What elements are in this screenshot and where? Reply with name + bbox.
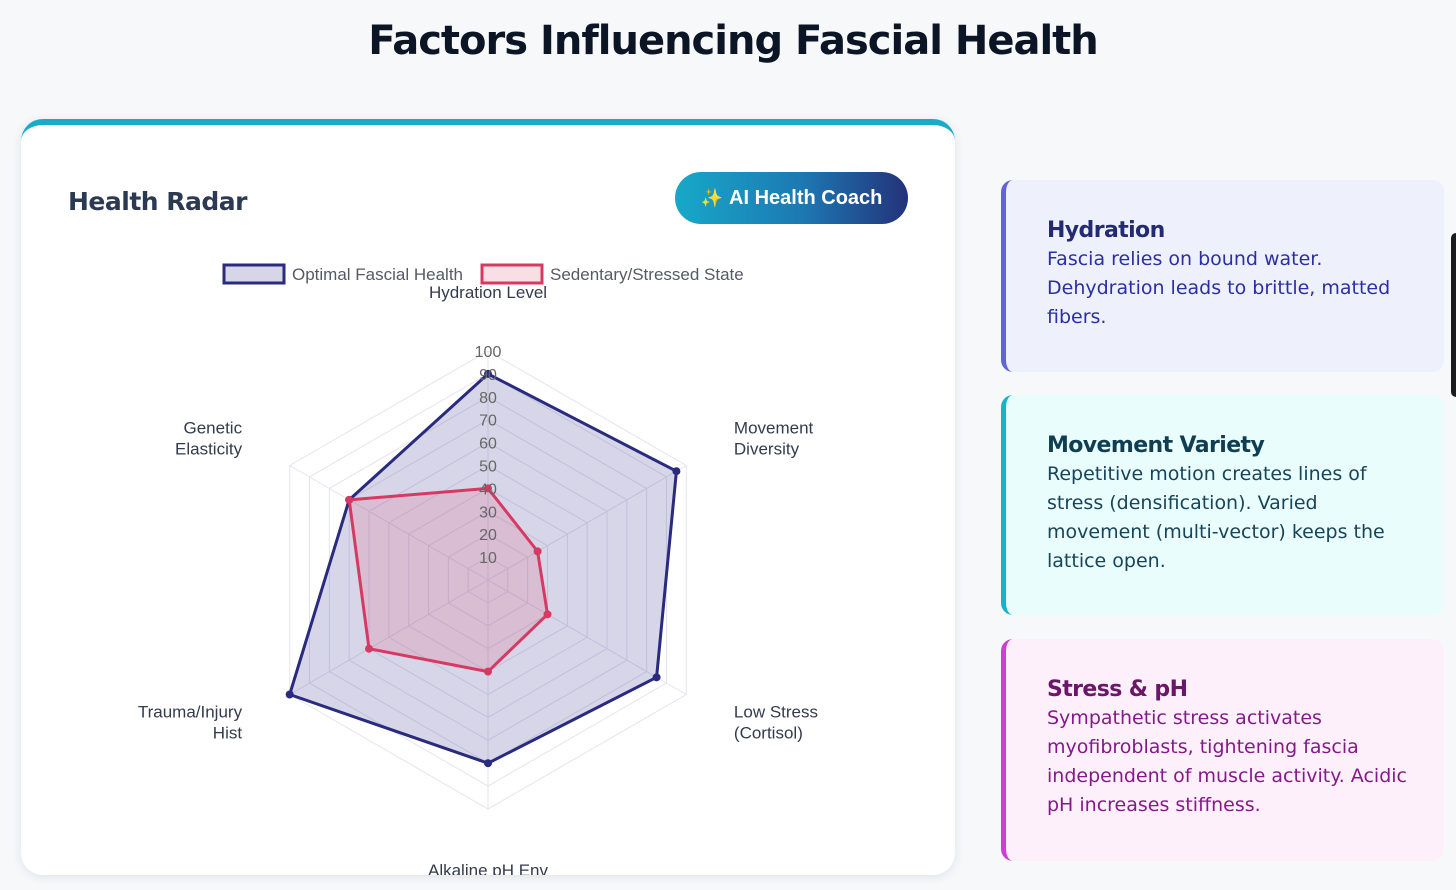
- tick-label: 70: [479, 413, 497, 430]
- data-point: [345, 495, 354, 504]
- axis-label: Movement Diversity: [734, 419, 814, 459]
- tick-label: 30: [479, 504, 497, 521]
- axis-label: Trauma/Injury Hist: [138, 702, 243, 742]
- radar-grid: [289, 350, 687, 810]
- tick-label: 40: [479, 481, 497, 498]
- info-card-title: Movement Variety: [1047, 433, 1265, 458]
- ai-health-coach-button[interactable]: ✨ AI Health Coach: [675, 172, 908, 224]
- radar-chart: Optimal Fascial Health Sedentary/Stressed…: [138, 263, 818, 875]
- tick-label: 80: [479, 390, 497, 407]
- grid-spoke: [487, 465, 687, 581]
- legend-label: Optimal Fascial Health: [292, 265, 463, 284]
- edge-overlay: [1451, 233, 1456, 397]
- info-card-text: Sympathetic stress activates myofibrobla…: [1047, 707, 1407, 816]
- data-point: [484, 484, 492, 493]
- axis-label: Low Stress (Cortisol): [734, 702, 818, 742]
- legend-swatch: [222, 263, 286, 285]
- info-card-text: Fascia relies on bound water. Dehydratio…: [1047, 248, 1391, 328]
- info-card-title: Stress & pH: [1047, 677, 1188, 702]
- tick-label: 60: [479, 436, 497, 453]
- radar-series: [285, 369, 681, 768]
- tick-label: 10: [479, 550, 497, 567]
- data-point: [365, 644, 374, 653]
- radar-tick-labels: 10 20 30 40 50 60 70 80 90 100: [475, 344, 502, 567]
- health-radar-card: Health Radar ✨ AI Health Coach Optimal F…: [21, 119, 955, 875]
- ai-health-coach-label: AI Health Coach: [729, 186, 883, 209]
- data-point: [484, 759, 492, 768]
- radar-axis-labels: Hydration Level Movement Diversity Low Stre…: [138, 283, 818, 875]
- grid-spoke: [289, 579, 489, 695]
- grid-spoke: [289, 465, 489, 581]
- info-card-title: Hydration: [1047, 218, 1165, 243]
- info-card-text: Repetitive motion creates lines of stres…: [1047, 463, 1385, 572]
- card-title: Health Radar: [68, 187, 248, 216]
- data-point: [484, 369, 492, 378]
- data-point: [285, 690, 294, 699]
- tick-label: 20: [479, 527, 497, 544]
- legend-swatch: [480, 263, 544, 285]
- info-card-stress: Stress & pH Sympathetic stress activates…: [1001, 639, 1444, 861]
- tick-label: 90: [479, 367, 497, 384]
- data-point: [484, 667, 492, 676]
- info-card-movement: Movement Variety Repetitive motion creat…: [1001, 395, 1444, 615]
- axis-label: Genetic Elasticity: [175, 419, 243, 459]
- chart-legend: Optimal Fascial Health Sedentary/Stressed…: [222, 263, 744, 285]
- data-point: [672, 467, 681, 476]
- legend-label: Sedentary/Stressed State: [550, 265, 744, 284]
- data-point: [652, 673, 661, 682]
- axis-label: Hydration Level: [429, 283, 547, 302]
- page-title: Factors Influencing Fascial Health: [368, 18, 1099, 64]
- tick-label: 100: [475, 344, 502, 361]
- info-card-hydration: Hydration Fascia relies on bound water. …: [1001, 180, 1444, 372]
- sparkles-icon: ✨: [700, 187, 724, 208]
- axis-label: Alkaline pH Env: [428, 861, 549, 875]
- data-point: [543, 610, 552, 619]
- data-point: [533, 547, 542, 556]
- tick-label: 50: [479, 459, 497, 476]
